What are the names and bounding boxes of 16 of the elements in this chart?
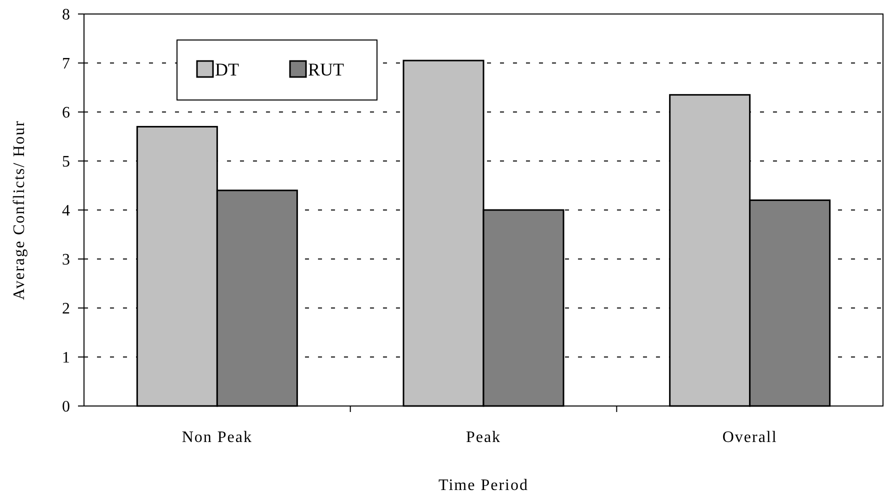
legend-label: DT	[215, 59, 239, 80]
y-tick-label: 7	[62, 56, 70, 73]
y-tick-label: 8	[62, 6, 70, 24]
legend-label: RUT	[308, 59, 344, 80]
x-tick-label: Peak	[466, 429, 502, 446]
y-tick-label: 1	[62, 350, 70, 367]
y-tick-label: 4	[62, 202, 70, 220]
y-tick-label: 3	[62, 252, 70, 269]
x-axis-title: Time Period	[438, 477, 528, 494]
y-axis-title: Average Conflicts/ Hour	[11, 120, 28, 300]
y-tick-label: 0	[62, 398, 70, 416]
x-tick-label: Non Peak	[182, 429, 252, 446]
y-tick-label: 5	[62, 154, 70, 171]
y-tick-label: 2	[62, 300, 70, 318]
y-tick-label: 6	[62, 104, 70, 122]
x-tick-label: Overall	[722, 429, 778, 446]
